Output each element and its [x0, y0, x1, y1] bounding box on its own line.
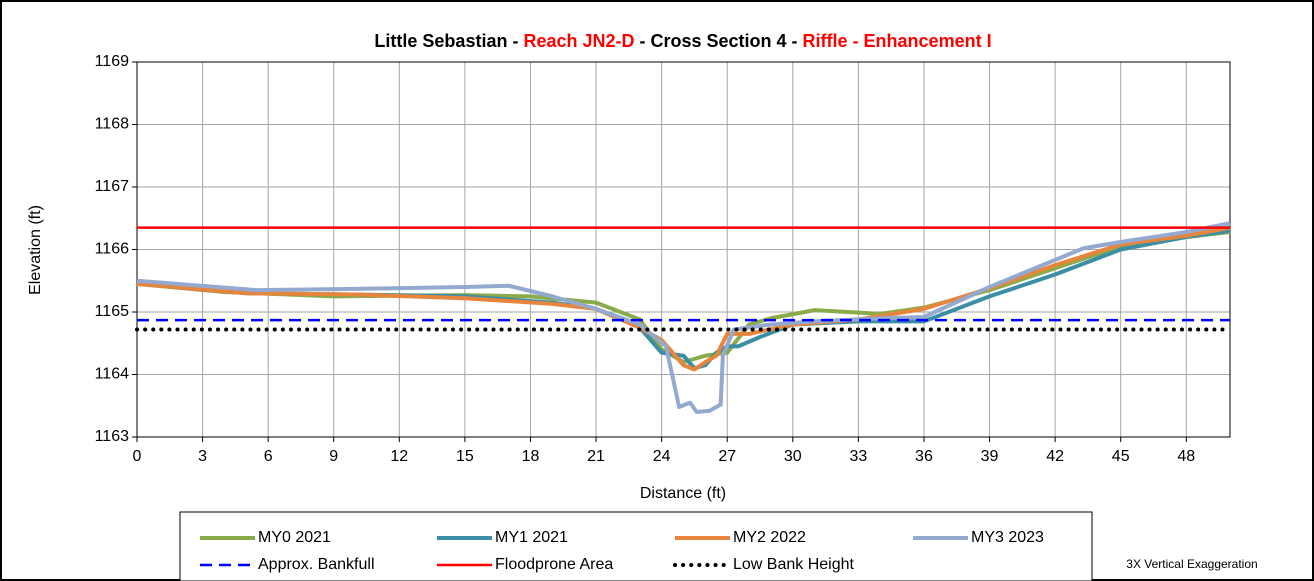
x-tick-label: 48	[1177, 448, 1195, 465]
legend-label: Floodprone Area	[495, 556, 613, 573]
x-tick-label: 45	[1112, 448, 1130, 465]
x-tick-label: 0	[133, 448, 142, 465]
x-tick-label: 15	[456, 448, 474, 465]
x-tick-label: 42	[1046, 448, 1064, 465]
y-tick-label: 1167	[95, 178, 130, 195]
legend-box	[179, 511, 1093, 581]
legend-label: MY2 2022	[733, 529, 806, 546]
plot-frame	[136, 61, 1231, 438]
legend-label: Approx. Bankfull	[258, 556, 375, 573]
chart-title: Little Sebastian - Reach JN2-D - Cross S…	[374, 31, 991, 51]
x-axis-label: Distance (ft)	[640, 485, 726, 502]
series-line	[136, 221, 1231, 414]
legend-label: Low Bank Height	[733, 556, 855, 573]
x-tick-label: 36	[915, 448, 933, 465]
title-part: Reach JN2-D	[523, 31, 634, 51]
x-tick-label: 3	[198, 448, 207, 465]
legend-label: MY3 2023	[971, 529, 1044, 546]
y-tick-label: 1169	[95, 53, 130, 70]
legend-label: MY1 2021	[495, 529, 568, 546]
y-tick-label: 1166	[95, 241, 130, 258]
x-tick-label: 21	[587, 448, 605, 465]
series-line	[136, 230, 1231, 364]
title-part: Little Sebastian -	[374, 31, 523, 51]
legend-label: MY0 2021	[258, 529, 331, 546]
x-tick-label: 9	[329, 448, 338, 465]
x-tick-label: 18	[522, 448, 540, 465]
note: 3X Vertical Exaggeration	[1126, 557, 1257, 571]
y-axis-label: Elevation (ft)	[27, 205, 44, 295]
series-line	[136, 225, 1231, 372]
x-tick-label: 39	[981, 448, 999, 465]
x-tick-label: 24	[653, 448, 671, 465]
title-part: - Cross Section 4 -	[635, 31, 803, 51]
y-tick-label: 1163	[95, 428, 130, 445]
y-tick-label: 1164	[95, 366, 130, 383]
x-tick-label: 27	[718, 448, 736, 465]
title-part: Riffle - Enhancement I	[803, 31, 992, 51]
x-tick-label: 30	[784, 448, 802, 465]
x-tick-label: 33	[849, 448, 867, 465]
x-tick-label: 12	[390, 448, 408, 465]
y-tick-label: 1165	[95, 303, 130, 320]
y-tick-label: 1168	[95, 116, 130, 133]
x-tick-label: 6	[264, 448, 273, 465]
